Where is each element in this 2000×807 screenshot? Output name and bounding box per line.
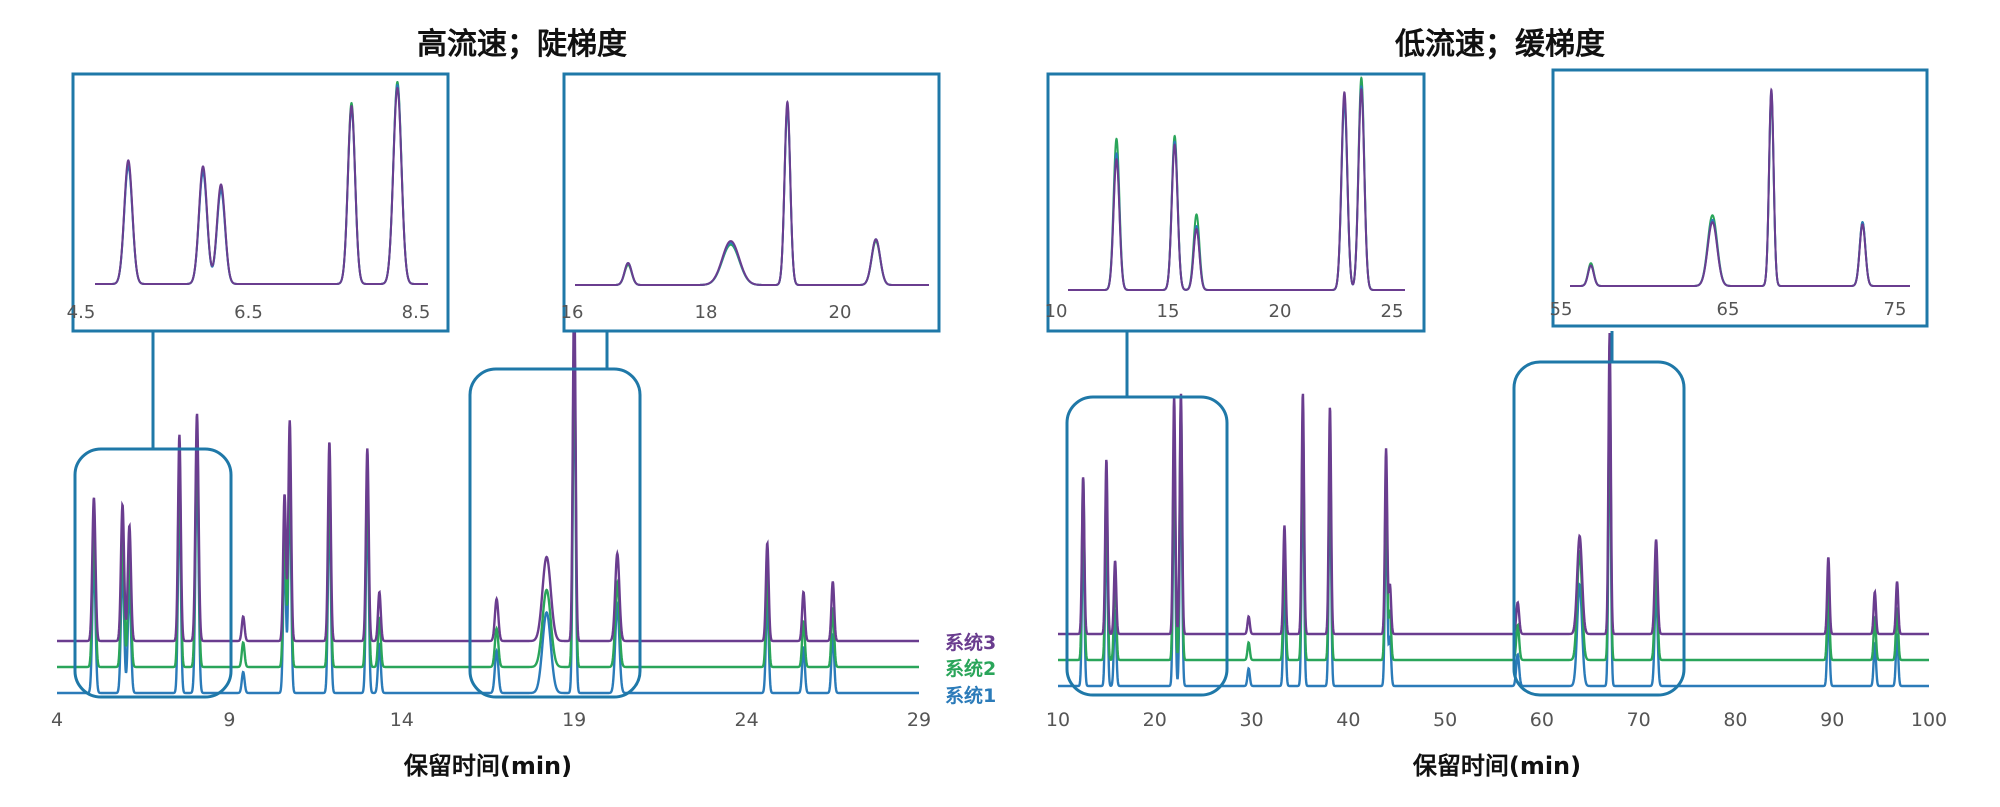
trace-系统3 — [57, 290, 919, 643]
x-tick-label: 14 — [390, 709, 414, 731]
trace-系统3 — [1058, 332, 1929, 636]
trace-系统1 — [57, 353, 919, 695]
x-tick-label: 9 — [223, 709, 235, 731]
inset-tick-label: 10 — [1045, 301, 1068, 322]
x-tick-label: 10 — [1046, 709, 1070, 731]
zoom-highlight-box — [1065, 395, 1229, 697]
inset-trace-系统3 — [575, 100, 929, 286]
legend-entry-system3: 系统3 — [945, 631, 996, 654]
x-tick-label: 4 — [51, 709, 63, 731]
inset-2: 16 18 20 — [561, 72, 941, 333]
legend-entry-system2: 系统2 — [945, 657, 996, 680]
x-tick-label: 24 — [735, 709, 759, 731]
inset-tick-label: 20 — [829, 302, 852, 323]
x-tick-label: 20 — [1143, 709, 1167, 731]
inset-tick-label: 18 — [695, 302, 718, 323]
x-tick-label: 100 — [1911, 709, 1947, 731]
chart-title: 高流速；陡梯度 — [417, 27, 627, 62]
inset-tick-label: 55 — [1550, 299, 1573, 320]
inset-tick-label: 8.5 — [402, 302, 431, 323]
inset-tick-label: 4.5 — [67, 302, 96, 323]
inset-trace-系统3 — [1570, 87, 1910, 287]
chart-title: 低流速；缓梯度 — [1394, 27, 1605, 62]
inset-frame — [1551, 68, 1929, 328]
zoom-highlight-box — [1512, 360, 1686, 697]
legend-entry-system1: 系统1 — [945, 684, 996, 707]
main-chromatogram — [1058, 331, 1929, 697]
x-tick-label: 19 — [562, 709, 586, 731]
inset-trace-系统3 — [95, 86, 428, 285]
inset-1: 4.5 6.5 8.5 — [67, 72, 450, 333]
trace-系统1 — [1058, 388, 1929, 688]
inset-tick-label: 15 — [1157, 301, 1180, 322]
x-tick-label: 50 — [1433, 709, 1457, 731]
legend: 系统3 系统2 系统1 — [945, 631, 996, 707]
x-axis-label: 保留时间(min) — [403, 752, 572, 780]
chart-right: 低流速；缓梯度 保留时间(min) 10 20 30 40 50 60 70 80 90 100 … — [1045, 27, 1948, 780]
inset-trace-系统3 — [1068, 87, 1405, 291]
x-tick-label: 40 — [1336, 709, 1360, 731]
x-tick-label: 80 — [1723, 709, 1747, 731]
trace-系统2 — [1058, 369, 1929, 662]
inset-1: 10 15 20 25 — [1045, 72, 1426, 333]
x-axis-ticks: 4 9 14 19 24 29 — [51, 709, 931, 731]
trace-系统2 — [57, 323, 919, 669]
inset-frame — [562, 72, 941, 333]
zoom-highlight-box — [468, 367, 642, 699]
inset-tick-label: 16 — [561, 302, 584, 323]
x-tick-label: 30 — [1239, 709, 1263, 731]
inset-tick-label: 25 — [1381, 301, 1404, 322]
x-tick-label: 29 — [907, 709, 931, 731]
x-tick-label: 70 — [1627, 709, 1651, 731]
x-tick-label: 90 — [1820, 709, 1844, 731]
inset-tick-label: 6.5 — [234, 302, 263, 323]
inset-tick-label: 65 — [1717, 299, 1740, 320]
inset-frame — [1046, 72, 1426, 333]
x-tick-label: 60 — [1530, 709, 1554, 731]
x-axis-label: 保留时间(min) — [1412, 752, 1581, 780]
main-chromatogram — [57, 290, 919, 699]
inset-tick-label: 75 — [1884, 299, 1907, 320]
chart-left: 高流速；陡梯度 保留时间(min) 4 9 14 19 24 29 系统3 系统2 系统1… — [51, 27, 996, 780]
inset-tick-label: 20 — [1269, 301, 1292, 322]
inset-frame — [71, 72, 450, 333]
inset-2: 55 65 75 — [1550, 68, 1929, 328]
x-axis-ticks: 10 20 30 40 50 60 70 80 90 100 — [1046, 709, 1947, 731]
